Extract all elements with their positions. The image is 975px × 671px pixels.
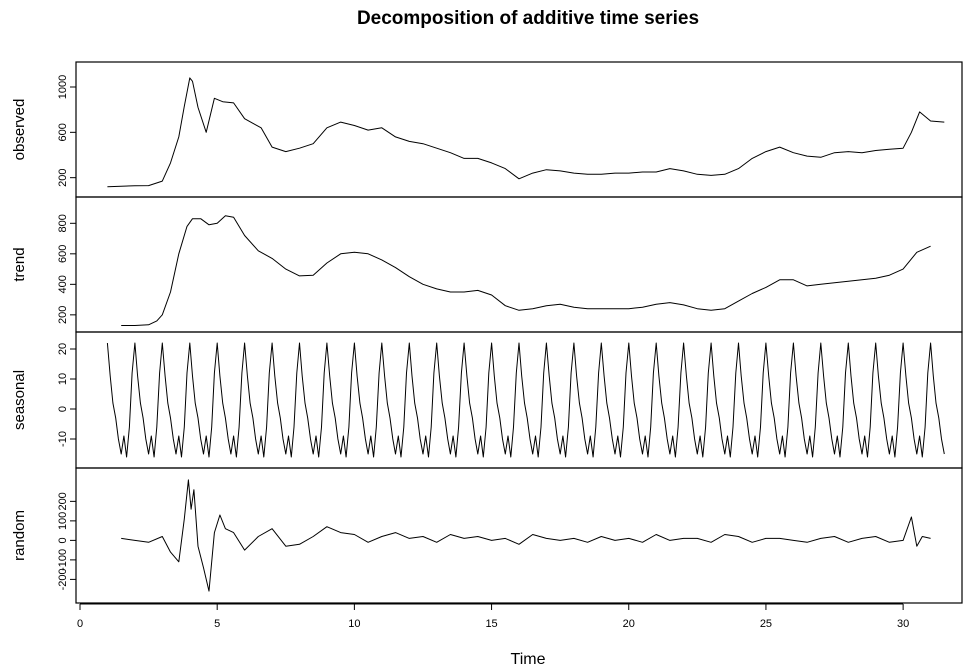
y-tick-label-random: -100	[57, 549, 69, 571]
y-tick-label-trend: 200	[57, 306, 69, 324]
y-tick-label-seasonal: 10	[57, 373, 69, 385]
x-tick-label: 5	[214, 618, 220, 630]
y-tick-label-trend: 800	[57, 214, 69, 232]
panel-label-observed: observed	[11, 99, 28, 161]
x-axis-title: Time	[511, 651, 546, 668]
y-tick-label-random: -200	[57, 568, 69, 590]
panel-label-random: random	[11, 510, 28, 561]
panel-observed: 200 600 1000 observed	[11, 61, 963, 198]
y-tick-label-observed: 600	[57, 123, 69, 141]
panel-seasonal: -10 0 10 20 seasonal	[11, 331, 963, 469]
series-line-trend	[121, 215, 931, 326]
y-tick-label-random: 100	[57, 512, 69, 530]
x-tick-label: 15	[485, 618, 497, 630]
series-line-observed	[107, 77, 945, 188]
x-tick-label: 30	[897, 618, 909, 630]
chart-title: Decomposition of additive time series	[357, 8, 699, 29]
x-tick-label: 25	[760, 618, 772, 630]
x-tick-label: 10	[348, 618, 360, 630]
y-tick-label-random: 200	[57, 492, 69, 510]
y-tick-label-seasonal: 20	[57, 343, 69, 355]
x-tick-label: 20	[623, 618, 635, 630]
y-tick-label-observed: 200	[57, 168, 69, 186]
y-tick-label-seasonal: 0	[57, 406, 69, 412]
y-tick-label-observed: 1000	[57, 75, 69, 99]
panels-group: 2006001000observed200400600800trend-1001…	[11, 61, 963, 604]
panel-frame-random	[75, 467, 963, 604]
series-line-seasonal	[106, 342, 945, 458]
x-tick-label: 0	[77, 618, 83, 630]
y-tick-label-seasonal: -10	[57, 431, 69, 447]
panel-frame-observed	[75, 61, 963, 198]
x-axis: 0 5 10 15 20 25 30	[77, 603, 909, 630]
panel-frame-seasonal	[75, 331, 963, 469]
y-tick-label-trend: 400	[57, 275, 69, 293]
panel-random: -200-100 0 100 200 random	[11, 467, 963, 604]
panel-frame-trend	[75, 196, 963, 333]
panel-label-trend: trend	[11, 247, 28, 281]
panel-trend: 200 400 600 800 trend	[11, 196, 963, 333]
series-line-random	[121, 479, 931, 592]
y-tick-label-random: 0	[57, 537, 69, 543]
y-tick-label-trend: 600	[57, 245, 69, 263]
panel-label-seasonal: seasonal	[11, 370, 28, 430]
